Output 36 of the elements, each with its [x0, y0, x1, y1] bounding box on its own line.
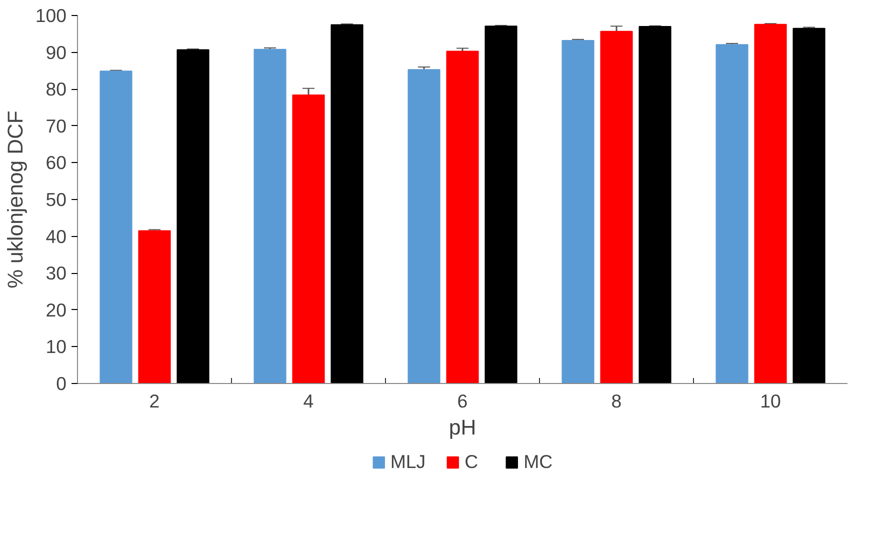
legend-label: MLJ	[390, 451, 426, 473]
x-tick-label: 10	[760, 390, 781, 412]
bar	[600, 30, 633, 384]
x-tick-label: 4	[303, 390, 314, 412]
x-tick-label: 2	[149, 390, 160, 412]
x-tick-label: 8	[611, 390, 622, 412]
bar	[408, 69, 440, 384]
bar	[100, 70, 132, 384]
x-tick-label: 6	[457, 390, 468, 412]
bar	[638, 26, 672, 384]
y-tick-label: 20	[46, 299, 67, 320]
bar	[562, 40, 594, 384]
bar	[484, 26, 518, 384]
bar	[176, 49, 210, 384]
y-tick-label: 30	[46, 262, 67, 284]
y-tick-label: 60	[46, 152, 67, 174]
legend-label: C	[464, 451, 480, 473]
y-tick-label: 80	[46, 78, 67, 100]
bar	[330, 24, 364, 384]
y-tick-label: 100	[35, 5, 67, 26]
bar	[138, 230, 171, 384]
bar	[792, 28, 826, 384]
bar	[754, 24, 787, 384]
y-tick-label: 40	[46, 226, 67, 247]
bar	[716, 44, 748, 384]
y-axis-title: % uklonjenog DCF	[3, 110, 28, 288]
legend-label: MC	[524, 451, 553, 473]
x-axis-title: pH	[448, 416, 476, 440]
y-tick-label: 50	[46, 189, 67, 210]
y-tick-label: 70	[46, 115, 67, 136]
y-tick-label: 0	[56, 373, 67, 394]
bar	[254, 48, 286, 384]
y-tick-label: 90	[46, 42, 67, 63]
y-tick-label: 10	[46, 336, 67, 358]
bar	[446, 50, 479, 384]
bar	[292, 94, 325, 384]
